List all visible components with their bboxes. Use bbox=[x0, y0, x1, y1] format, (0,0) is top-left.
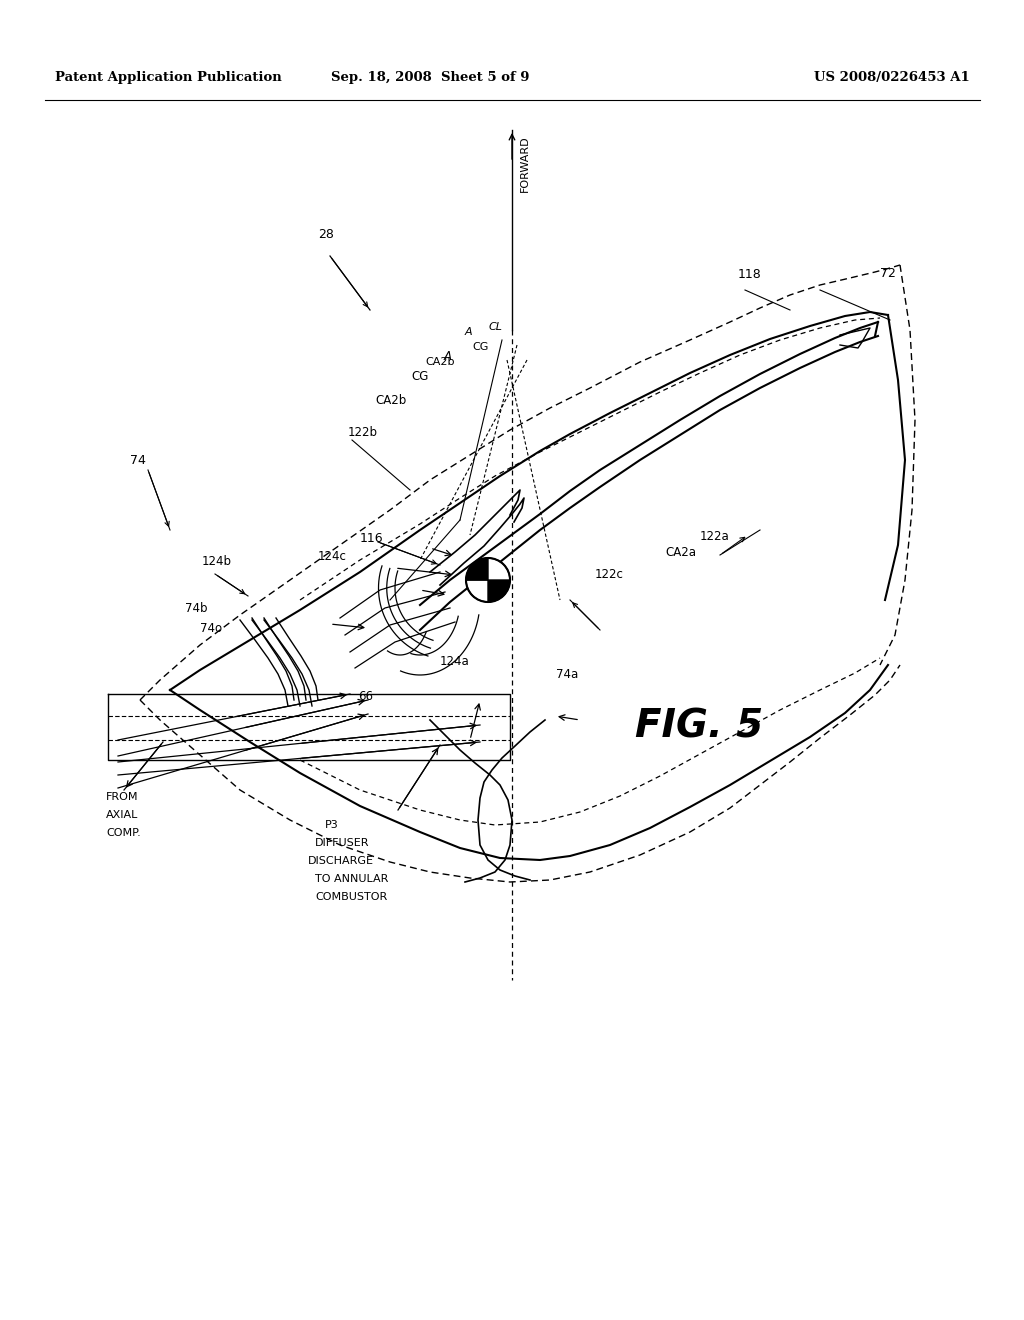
Text: 74b: 74b bbox=[185, 602, 208, 615]
Text: Patent Application Publication: Patent Application Publication bbox=[55, 71, 282, 84]
Text: 66: 66 bbox=[358, 690, 373, 704]
Text: CA2a: CA2a bbox=[665, 546, 696, 558]
Text: AXIAL: AXIAL bbox=[106, 810, 138, 820]
Wedge shape bbox=[466, 579, 488, 602]
Text: FORWARD: FORWARD bbox=[520, 135, 530, 191]
Text: Sep. 18, 2008  Sheet 5 of 9: Sep. 18, 2008 Sheet 5 of 9 bbox=[331, 71, 529, 84]
Text: P3: P3 bbox=[325, 820, 339, 830]
Text: 116: 116 bbox=[360, 532, 384, 545]
Text: 74a: 74a bbox=[556, 668, 579, 681]
Text: 74: 74 bbox=[130, 454, 145, 467]
Text: DISCHARGE: DISCHARGE bbox=[308, 855, 374, 866]
Text: CL: CL bbox=[489, 322, 503, 333]
Text: 124b: 124b bbox=[202, 554, 232, 568]
Text: CG: CG bbox=[411, 370, 428, 383]
Text: A: A bbox=[444, 350, 452, 363]
Text: COMP.: COMP. bbox=[106, 828, 140, 838]
Wedge shape bbox=[488, 558, 510, 579]
Text: 28: 28 bbox=[318, 228, 334, 242]
Text: 124c: 124c bbox=[318, 550, 347, 564]
Text: CA2b: CA2b bbox=[425, 356, 455, 367]
Text: 118: 118 bbox=[738, 268, 762, 281]
Text: US 2008/0226453 A1: US 2008/0226453 A1 bbox=[814, 71, 970, 84]
Text: CG: CG bbox=[472, 342, 488, 352]
Text: A: A bbox=[465, 327, 473, 337]
Text: FIG. 5: FIG. 5 bbox=[635, 708, 763, 746]
Text: 124a: 124a bbox=[440, 655, 470, 668]
Wedge shape bbox=[488, 579, 510, 602]
Text: COMBUSTOR: COMBUSTOR bbox=[315, 892, 387, 902]
Text: 72: 72 bbox=[880, 267, 896, 280]
Text: 122b: 122b bbox=[348, 426, 378, 440]
Text: 122c: 122c bbox=[595, 568, 624, 581]
Text: FROM: FROM bbox=[106, 792, 138, 803]
Text: TO ANNULAR: TO ANNULAR bbox=[315, 874, 388, 884]
Text: 122a: 122a bbox=[700, 531, 730, 543]
Text: 74o: 74o bbox=[200, 622, 222, 635]
Wedge shape bbox=[466, 558, 488, 579]
Text: CA2b: CA2b bbox=[375, 393, 407, 407]
Text: DIFFUSER: DIFFUSER bbox=[315, 838, 370, 847]
